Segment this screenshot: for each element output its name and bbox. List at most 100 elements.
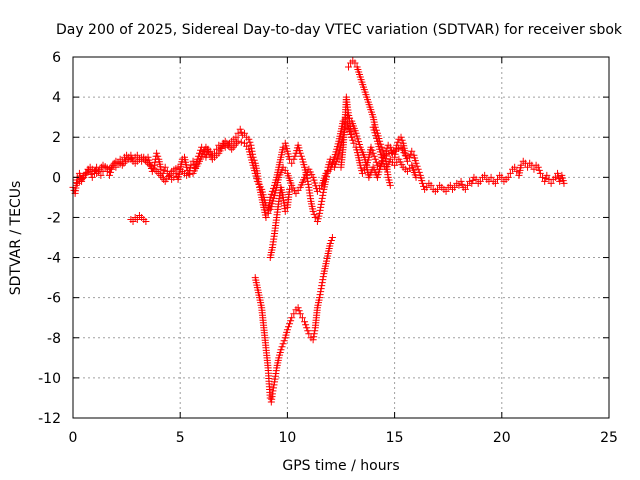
data-point bbox=[472, 175, 480, 183]
data-point bbox=[408, 147, 416, 155]
data-point bbox=[319, 191, 327, 199]
data-point bbox=[266, 193, 274, 201]
data-point bbox=[237, 138, 245, 146]
data-point bbox=[348, 133, 356, 141]
data-point bbox=[246, 138, 254, 146]
data-point bbox=[423, 183, 431, 191]
data-point bbox=[87, 170, 95, 178]
x-tick-label: 5 bbox=[176, 430, 185, 446]
data-point bbox=[539, 173, 547, 181]
data-point bbox=[397, 133, 405, 141]
data-point bbox=[79, 174, 87, 182]
data-point bbox=[290, 155, 298, 163]
data-point bbox=[386, 181, 394, 189]
data-point bbox=[317, 203, 325, 211]
data-point bbox=[328, 234, 336, 241]
data-point bbox=[406, 153, 414, 161]
y-tick-label: -8 bbox=[47, 331, 61, 347]
data-point bbox=[368, 146, 376, 154]
data-point bbox=[186, 170, 194, 178]
x-tick-label: 25 bbox=[600, 430, 618, 446]
x-axis-label: GPS time / hours bbox=[282, 458, 399, 474]
data-point bbox=[129, 217, 137, 225]
data-point bbox=[310, 210, 318, 218]
data-point bbox=[386, 143, 394, 151]
data-point bbox=[302, 321, 310, 329]
data-point bbox=[281, 207, 289, 215]
data-point bbox=[88, 173, 96, 181]
data-point bbox=[468, 179, 476, 187]
data-point bbox=[170, 173, 178, 181]
data-point bbox=[291, 152, 299, 160]
data-point bbox=[247, 141, 255, 149]
data-point bbox=[311, 213, 319, 221]
y-tick-label: -10 bbox=[38, 371, 61, 387]
data-point bbox=[309, 207, 317, 215]
data-point bbox=[345, 63, 353, 71]
data-point bbox=[524, 163, 532, 171]
data-point bbox=[279, 143, 287, 151]
data-point bbox=[213, 145, 221, 153]
data-point bbox=[535, 166, 543, 174]
data-point bbox=[316, 291, 324, 299]
data-point bbox=[290, 310, 298, 318]
data-point bbox=[413, 162, 421, 170]
data-point bbox=[161, 163, 169, 171]
data-point bbox=[286, 185, 294, 193]
data-point bbox=[481, 171, 489, 179]
series-4 bbox=[266, 183, 294, 262]
data-point bbox=[269, 384, 277, 392]
data-point bbox=[232, 133, 240, 141]
data-point bbox=[286, 320, 294, 328]
data-point bbox=[506, 169, 514, 177]
y-tick-label: 6 bbox=[52, 50, 61, 66]
data-point bbox=[316, 206, 324, 214]
data-point bbox=[446, 181, 454, 189]
data-point bbox=[407, 150, 415, 158]
x-tick-label: 20 bbox=[493, 430, 511, 446]
data-point bbox=[394, 138, 402, 146]
data-point bbox=[301, 318, 309, 326]
data-point bbox=[296, 310, 304, 318]
data-point bbox=[183, 163, 191, 171]
data-point bbox=[358, 169, 366, 177]
data-point bbox=[153, 149, 161, 157]
data-point bbox=[303, 324, 311, 332]
data-point bbox=[451, 183, 459, 191]
grid bbox=[73, 57, 609, 418]
data-point bbox=[373, 161, 381, 169]
data-point bbox=[463, 181, 471, 189]
data-point bbox=[262, 213, 270, 221]
x-tick-label: 0 bbox=[69, 430, 78, 446]
data-point bbox=[298, 314, 306, 322]
data-point bbox=[316, 209, 324, 217]
data-point bbox=[317, 285, 325, 293]
data-point bbox=[133, 215, 141, 223]
data-point bbox=[403, 157, 411, 165]
data-point bbox=[542, 174, 550, 182]
data-point bbox=[151, 158, 159, 166]
data-point bbox=[498, 173, 506, 181]
data-point bbox=[154, 152, 162, 160]
data-point bbox=[157, 165, 165, 173]
data-point bbox=[541, 177, 549, 185]
data-point bbox=[105, 171, 113, 179]
y-tick-label: 4 bbox=[52, 90, 61, 106]
x-tick-label: 15 bbox=[386, 430, 404, 446]
data-point bbox=[309, 336, 317, 344]
data-point bbox=[517, 161, 525, 169]
data-point bbox=[412, 173, 420, 181]
y-tick-label: 0 bbox=[52, 170, 61, 186]
data-point bbox=[296, 149, 304, 157]
data-point bbox=[245, 135, 253, 143]
series-1 bbox=[73, 111, 420, 213]
data-point bbox=[551, 173, 559, 181]
data-point bbox=[297, 152, 305, 160]
data-point bbox=[318, 282, 326, 290]
data-point bbox=[327, 237, 335, 245]
data-point bbox=[187, 161, 195, 169]
data-point bbox=[318, 197, 326, 205]
data-point bbox=[287, 317, 295, 325]
data-point bbox=[319, 273, 327, 281]
